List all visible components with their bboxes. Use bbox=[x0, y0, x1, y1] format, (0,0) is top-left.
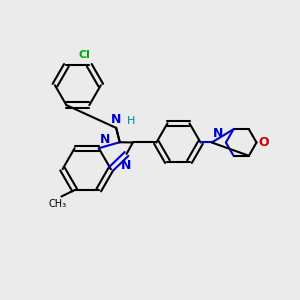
Text: H: H bbox=[127, 116, 136, 126]
Text: Cl: Cl bbox=[79, 50, 91, 60]
Text: O: O bbox=[259, 136, 269, 149]
Text: CH₃: CH₃ bbox=[49, 200, 67, 209]
Text: N: N bbox=[100, 133, 111, 146]
Text: N: N bbox=[213, 127, 224, 140]
Text: N: N bbox=[111, 112, 121, 126]
Text: N: N bbox=[122, 159, 132, 172]
